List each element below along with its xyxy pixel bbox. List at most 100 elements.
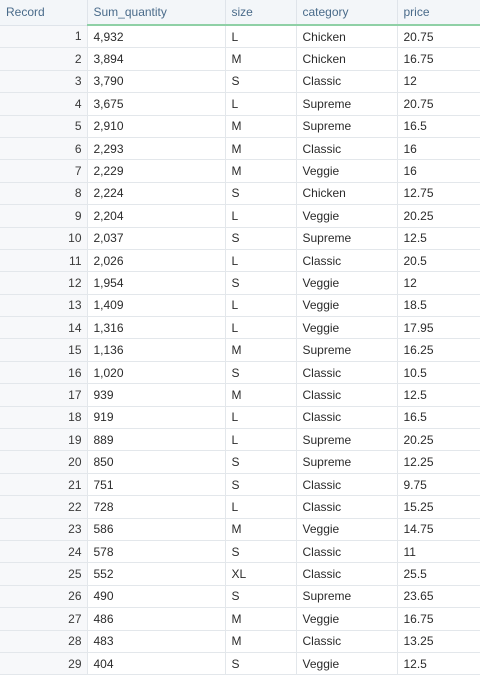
table-row[interactable]: 26 490 S Supreme 23.65 <box>0 585 480 609</box>
cell-sum-quantity[interactable]: 939 <box>87 383 226 407</box>
cell-price[interactable]: 11 <box>397 540 480 564</box>
table-row[interactable]: 18 919 L Classic 16.5 <box>0 406 480 430</box>
cell-record[interactable]: 7 <box>0 159 88 183</box>
cell-sum-quantity[interactable]: 850 <box>87 450 226 474</box>
cell-sum-quantity[interactable]: 2,204 <box>87 204 226 228</box>
table-row[interactable]: 11 2,026 L Classic 20.5 <box>0 249 480 273</box>
cell-sum-quantity[interactable]: 751 <box>87 473 226 497</box>
cell-size[interactable]: S <box>225 227 297 250</box>
cell-size[interactable]: XL <box>225 562 297 586</box>
table-row[interactable]: 16 1,020 S Classic 10.5 <box>0 361 480 385</box>
cell-category[interactable]: Classic <box>296 249 398 273</box>
cell-size[interactable]: S <box>225 70 297 94</box>
cell-price[interactable]: 23.65 <box>397 585 480 609</box>
cell-category[interactable]: Classic <box>296 383 398 407</box>
cell-category[interactable]: Veggie <box>296 294 398 318</box>
cell-size[interactable]: S <box>225 182 297 206</box>
cell-record[interactable]: 27 <box>0 607 88 631</box>
cell-record[interactable]: 3 <box>0 70 88 94</box>
table-row[interactable]: 10 2,037 S Supreme 12.5 <box>0 227 480 250</box>
cell-record[interactable]: 28 <box>0 630 88 653</box>
table-row[interactable]: 13 1,409 L Veggie 18.5 <box>0 294 480 318</box>
cell-size[interactable]: S <box>225 450 297 474</box>
cell-price[interactable]: 12.5 <box>397 652 480 676</box>
cell-category[interactable]: Supreme <box>296 338 398 362</box>
cell-price[interactable]: 12.5 <box>397 227 480 250</box>
cell-category[interactable]: Supreme <box>296 115 398 138</box>
cell-sum-quantity[interactable]: 3,675 <box>87 92 226 116</box>
table-row[interactable]: 7 2,229 M Veggie 16 <box>0 159 480 183</box>
cell-price[interactable]: 13.25 <box>397 630 480 653</box>
cell-category[interactable]: Classic <box>296 630 398 653</box>
cell-category[interactable]: Classic <box>296 540 398 564</box>
cell-price[interactable]: 20.25 <box>397 428 480 452</box>
cell-record[interactable]: 21 <box>0 473 88 497</box>
cell-sum-quantity[interactable]: 2,910 <box>87 115 226 138</box>
cell-sum-quantity[interactable]: 486 <box>87 607 226 631</box>
cell-sum-quantity[interactable]: 2,026 <box>87 249 226 273</box>
cell-size[interactable]: L <box>225 495 297 519</box>
cell-price[interactable]: 16.5 <box>397 406 480 430</box>
cell-record[interactable]: 19 <box>0 428 88 452</box>
cell-sum-quantity[interactable]: 490 <box>87 585 226 609</box>
column-header-sum-quantity[interactable]: Sum_quantity <box>87 0 226 26</box>
cell-price[interactable]: 16.75 <box>397 47 480 71</box>
table-row[interactable]: 12 1,954 S Veggie 12 <box>0 271 480 295</box>
table-row[interactable]: 21 751 S Classic 9.75 <box>0 473 480 497</box>
cell-record[interactable]: 1 <box>0 25 88 49</box>
table-row[interactable]: 20 850 S Supreme 12.25 <box>0 450 480 474</box>
cell-sum-quantity[interactable]: 3,894 <box>87 47 226 71</box>
cell-category[interactable]: Veggie <box>296 316 398 340</box>
table-row[interactable]: 27 486 M Veggie 16.75 <box>0 607 480 631</box>
cell-sum-quantity[interactable]: 889 <box>87 428 226 452</box>
cell-category[interactable]: Chicken <box>296 47 398 71</box>
table-row[interactable]: 28 483 M Classic 13.25 <box>0 630 480 653</box>
cell-record[interactable]: 8 <box>0 182 88 206</box>
cell-category[interactable]: Veggie <box>296 159 398 183</box>
cell-price[interactable]: 18.5 <box>397 294 480 318</box>
cell-size[interactable]: M <box>225 518 297 541</box>
cell-category[interactable]: Veggie <box>296 652 398 676</box>
cell-sum-quantity[interactable]: 1,020 <box>87 361 226 385</box>
cell-sum-quantity[interactable]: 1,136 <box>87 338 226 362</box>
cell-record[interactable]: 16 <box>0 361 88 385</box>
cell-sum-quantity[interactable]: 2,037 <box>87 227 226 250</box>
cell-size[interactable]: S <box>225 473 297 497</box>
cell-size[interactable]: M <box>225 630 297 653</box>
cell-size[interactable]: L <box>225 204 297 228</box>
cell-price[interactable]: 20.75 <box>397 25 480 49</box>
cell-size[interactable]: L <box>225 25 297 49</box>
cell-category[interactable]: Supreme <box>296 92 398 116</box>
cell-size[interactable]: S <box>225 585 297 609</box>
cell-price[interactable]: 15.25 <box>397 495 480 519</box>
cell-sum-quantity[interactable]: 552 <box>87 562 226 586</box>
cell-size[interactable]: L <box>225 406 297 430</box>
cell-record[interactable]: 22 <box>0 495 88 519</box>
cell-category[interactable]: Classic <box>296 70 398 94</box>
cell-sum-quantity[interactable]: 1,954 <box>87 271 226 295</box>
cell-record[interactable]: 5 <box>0 115 88 138</box>
cell-record[interactable]: 29 <box>0 652 88 676</box>
cell-sum-quantity[interactable]: 578 <box>87 540 226 564</box>
cell-record[interactable]: 2 <box>0 47 88 71</box>
table-row[interactable]: 25 552 XL Classic 25.5 <box>0 562 480 586</box>
column-header-price[interactable]: price <box>397 0 480 26</box>
cell-record[interactable]: 14 <box>0 316 88 340</box>
cell-category[interactable]: Classic <box>296 406 398 430</box>
cell-category[interactable]: Classic <box>296 137 398 161</box>
cell-record[interactable]: 11 <box>0 249 88 273</box>
cell-category[interactable]: Supreme <box>296 585 398 609</box>
cell-category[interactable]: Classic <box>296 495 398 519</box>
cell-price[interactable]: 10.5 <box>397 361 480 385</box>
cell-record[interactable]: 10 <box>0 227 88 250</box>
cell-price[interactable]: 20.5 <box>397 249 480 273</box>
cell-price[interactable]: 16.75 <box>397 607 480 631</box>
cell-size[interactable]: S <box>225 361 297 385</box>
cell-price[interactable]: 12 <box>397 271 480 295</box>
cell-size[interactable]: S <box>225 540 297 564</box>
table-row[interactable]: 9 2,204 L Veggie 20.25 <box>0 204 480 228</box>
cell-sum-quantity[interactable]: 586 <box>87 518 226 541</box>
column-header-record[interactable]: Record <box>0 0 88 26</box>
cell-size[interactable]: L <box>225 428 297 452</box>
cell-price[interactable]: 20.25 <box>397 204 480 228</box>
